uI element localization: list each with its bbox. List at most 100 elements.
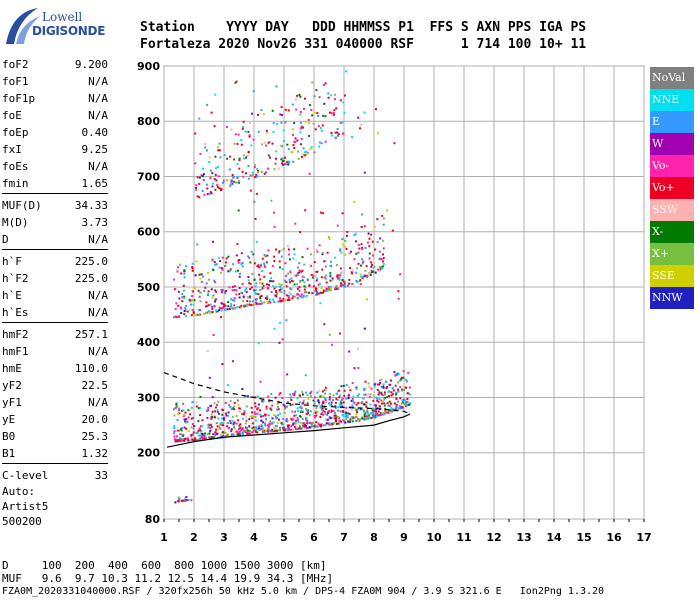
- echo-point: [214, 431, 217, 434]
- echo-point: [182, 284, 185, 287]
- echo-point: [326, 251, 329, 254]
- echo-point: [262, 415, 265, 417]
- echo-point: [236, 142, 239, 145]
- echo-point: [260, 295, 263, 297]
- echo-point: [179, 433, 182, 436]
- echo-point: [275, 291, 278, 294]
- echo-point: [308, 172, 311, 175]
- echo-point: [299, 405, 302, 408]
- echo-point: [173, 316, 176, 319]
- echo-point: [322, 114, 325, 117]
- echo-point: [279, 412, 282, 415]
- echo-point: [192, 439, 195, 442]
- echo-point: [217, 149, 220, 152]
- echo-point: [233, 175, 236, 178]
- echo-point: [288, 428, 290, 431]
- echo-point: [372, 412, 375, 415]
- echo-point: [233, 421, 236, 424]
- echo-point: [255, 240, 258, 243]
- echo-point: [355, 409, 358, 412]
- echo-point: [313, 400, 316, 403]
- echo-point: [270, 280, 273, 283]
- echo-point: [329, 264, 332, 267]
- echo-point: [285, 294, 288, 297]
- echo-point: [286, 427, 289, 430]
- echo-point: [222, 434, 225, 437]
- echo-point: [406, 400, 409, 403]
- echo-point: [253, 289, 256, 292]
- echo-point: [361, 401, 364, 403]
- echo-point: [262, 421, 264, 424]
- echo-point: [231, 433, 234, 436]
- echo-point: [291, 428, 294, 431]
- param-row: foF1p N/A: [2, 90, 108, 107]
- logo-digisonde-text: DIGISONDE: [32, 24, 106, 38]
- echo-point: [381, 214, 384, 217]
- echo-point: [376, 415, 378, 418]
- echo-point: [315, 407, 318, 409]
- param-value: 110.0: [74, 362, 108, 375]
- echo-point: [247, 130, 250, 133]
- echo-point: [245, 156, 247, 159]
- echo-point: [178, 498, 181, 501]
- echo-point: [300, 270, 303, 273]
- echo-point: [245, 287, 248, 290]
- echo-point: [209, 430, 211, 433]
- x-tick-label: 17: [636, 531, 651, 544]
- echo-point: [368, 257, 371, 260]
- echo-point: [390, 402, 393, 405]
- echo-point: [208, 376, 211, 379]
- echo-point: [222, 305, 225, 308]
- echo-point: [403, 386, 406, 388]
- echo-point: [303, 107, 305, 110]
- echo-point: [264, 424, 267, 427]
- echo-point: [236, 306, 239, 309]
- echo-point: [230, 305, 233, 307]
- echo-point: [180, 439, 183, 442]
- echo-point: [251, 422, 254, 425]
- echo-point: [217, 412, 220, 415]
- echo-point: [271, 142, 274, 145]
- echo-point: [175, 402, 178, 405]
- echo-point: [182, 499, 185, 502]
- echo-point: [293, 274, 296, 277]
- echo-point: [230, 128, 233, 131]
- echo-point: [242, 413, 245, 416]
- echo-point: [312, 411, 315, 414]
- echo-point: [361, 416, 364, 418]
- echo-point: [344, 415, 347, 418]
- echo-point: [357, 116, 360, 119]
- echo-point: [294, 421, 296, 424]
- echo-point: [377, 393, 380, 396]
- echo-point: [296, 139, 299, 142]
- echo-point: [251, 427, 254, 430]
- echo-point: [248, 296, 251, 299]
- echo-point: [376, 388, 379, 391]
- echo-point: [178, 297, 181, 300]
- echo-point: [363, 403, 366, 406]
- echo-point: [345, 406, 348, 409]
- echo-point: [305, 412, 308, 415]
- echo-point: [218, 256, 221, 259]
- echo-point: [293, 425, 296, 428]
- echo-point: [339, 248, 342, 250]
- echo-point: [328, 398, 331, 401]
- echo-point: [381, 267, 384, 270]
- echo-point: [282, 299, 285, 302]
- echo-point: [219, 271, 222, 274]
- echo-point: [175, 316, 178, 318]
- echo-point: [330, 401, 333, 404]
- echo-point: [235, 430, 238, 433]
- param-row: foF1 N/A: [2, 73, 108, 90]
- echo-point: [232, 263, 235, 266]
- echo-point: [303, 425, 306, 428]
- echo-point: [305, 150, 308, 153]
- echo-point: [242, 175, 245, 178]
- echo-point: [209, 177, 212, 180]
- echo-point: [292, 418, 295, 421]
- echo-point: [265, 405, 268, 408]
- echo-point: [270, 408, 273, 411]
- param-value: N/A: [88, 396, 108, 409]
- echo-point: [284, 429, 286, 432]
- echo-point: [190, 426, 193, 429]
